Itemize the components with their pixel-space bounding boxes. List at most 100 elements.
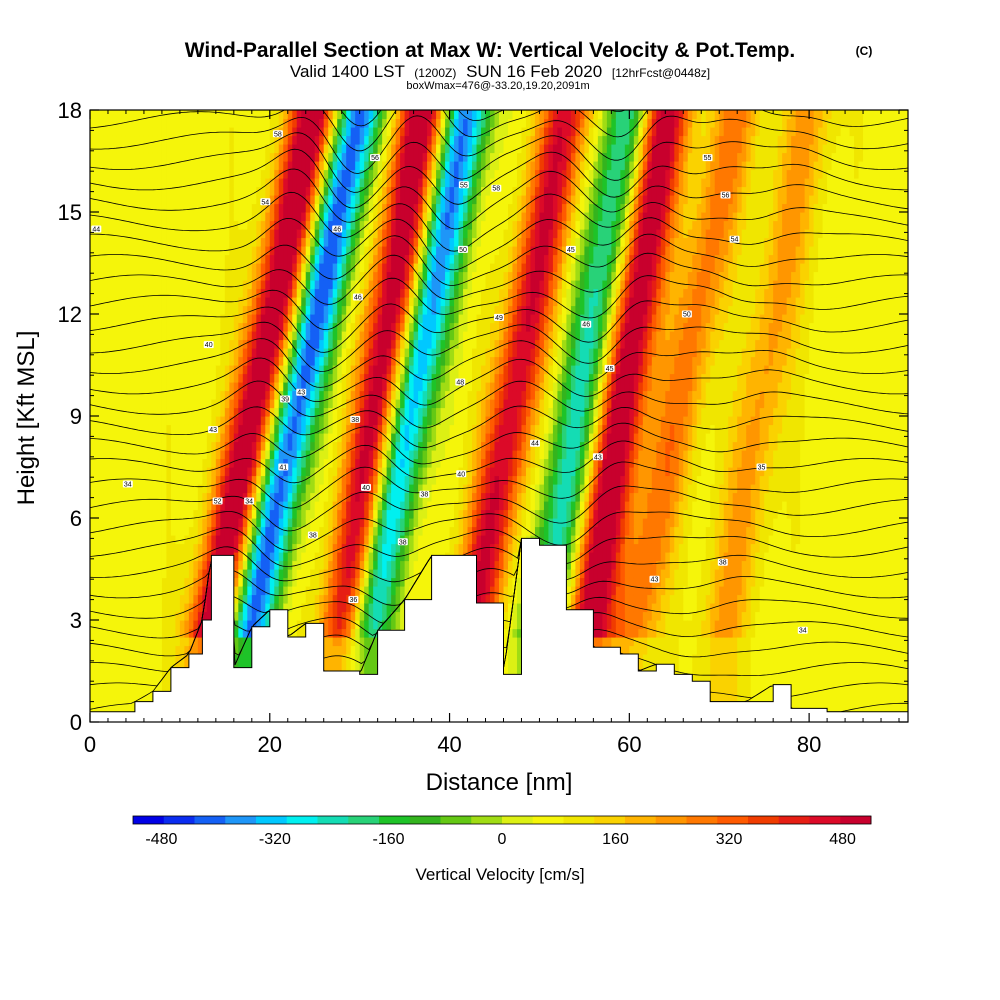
w-cell — [206, 118, 212, 128]
w-cell — [116, 560, 123, 570]
w-cell — [175, 535, 181, 545]
w-cell — [103, 688, 109, 698]
w-cell — [90, 144, 96, 154]
w-cell — [328, 407, 334, 417]
w-cell — [220, 492, 226, 502]
w-cell — [166, 373, 172, 383]
w-cell — [188, 399, 194, 409]
w-cell — [350, 603, 356, 613]
w-cell — [242, 535, 248, 545]
w-cell — [134, 161, 141, 171]
w-cell — [148, 305, 154, 315]
w-cell — [386, 433, 392, 443]
w-cell — [292, 135, 298, 145]
w-cell — [170, 577, 176, 587]
w-cell — [332, 365, 338, 375]
w-cell — [184, 577, 190, 587]
w-cell — [274, 220, 280, 230]
w-cell — [256, 195, 262, 205]
w-cell — [94, 509, 100, 519]
w-cell — [202, 229, 208, 239]
w-cell — [283, 271, 289, 281]
w-cell — [161, 127, 167, 137]
w-cell — [121, 560, 127, 570]
w-cell — [373, 178, 379, 188]
w-cell — [364, 373, 370, 383]
w-cell — [283, 356, 289, 366]
w-cell — [323, 339, 329, 349]
w-cell — [305, 237, 311, 247]
w-cell — [197, 365, 203, 375]
w-cell — [359, 110, 365, 120]
w-cell — [305, 110, 311, 120]
w-cell — [130, 458, 136, 468]
w-cell — [215, 518, 221, 528]
w-cell — [179, 229, 185, 239]
w-cell — [179, 450, 185, 460]
w-cell — [161, 552, 167, 562]
w-cell — [184, 263, 190, 273]
w-cell — [125, 195, 132, 205]
w-cell — [130, 280, 136, 290]
w-cell — [125, 169, 132, 179]
w-cell — [395, 501, 401, 511]
w-cell — [229, 246, 235, 256]
w-cell — [166, 203, 172, 213]
w-cell — [350, 450, 356, 460]
w-cell — [341, 212, 347, 222]
w-cell — [157, 424, 163, 434]
w-cell — [112, 433, 118, 443]
w-cell — [166, 246, 172, 256]
w-cell — [328, 169, 334, 179]
w-cell — [391, 144, 397, 154]
w-cell — [247, 178, 253, 188]
w-cell — [368, 305, 374, 315]
w-cell — [238, 237, 244, 247]
w-cell — [130, 637, 136, 647]
w-cell — [157, 458, 163, 468]
w-cell — [170, 195, 176, 205]
w-cell — [301, 611, 307, 621]
w-cell — [130, 212, 136, 222]
w-cell — [323, 280, 329, 290]
w-cell — [98, 356, 105, 366]
w-cell — [373, 450, 379, 460]
w-cell — [391, 543, 397, 553]
w-cell — [386, 620, 392, 630]
w-cell — [143, 246, 150, 256]
w-cell — [337, 586, 343, 596]
w-cell — [260, 135, 266, 145]
w-cell — [152, 229, 159, 239]
w-cell — [184, 322, 190, 332]
w-cell — [386, 407, 392, 417]
w-cell — [211, 450, 217, 460]
w-cell — [395, 509, 401, 519]
w-cell — [103, 535, 109, 545]
w-cell — [233, 628, 239, 638]
w-cell — [251, 560, 257, 570]
w-cell — [116, 348, 123, 358]
w-cell — [359, 135, 365, 145]
w-cell — [328, 458, 334, 468]
w-cell — [368, 509, 374, 519]
w-cell — [377, 254, 383, 264]
w-cell — [391, 526, 397, 536]
w-cell — [337, 552, 343, 562]
w-cell — [112, 594, 118, 604]
w-cell — [310, 382, 316, 392]
w-cell — [391, 229, 397, 239]
w-cell — [256, 492, 262, 502]
w-cell — [220, 399, 226, 409]
w-cell — [373, 280, 379, 290]
w-cell — [161, 229, 167, 239]
w-cell — [125, 203, 132, 213]
w-cell — [152, 339, 159, 349]
w-cell — [90, 161, 96, 171]
w-cell — [292, 518, 298, 528]
w-cell — [386, 144, 392, 154]
w-cell — [143, 339, 150, 349]
w-cell — [274, 492, 280, 502]
w-cell — [301, 212, 307, 222]
w-cell — [373, 220, 379, 230]
w-cell — [238, 322, 244, 332]
